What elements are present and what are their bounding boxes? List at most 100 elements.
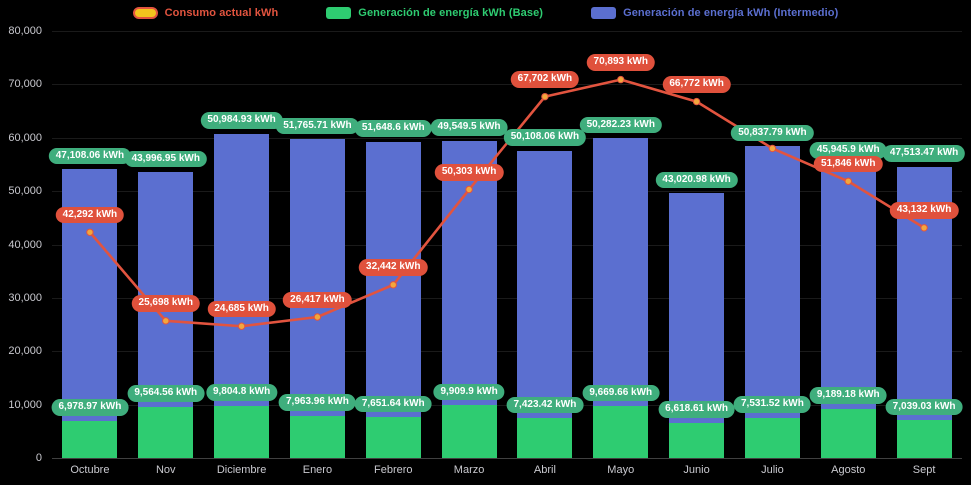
bar-intermedio-value-label: 45,945.9 kWh [809,142,887,159]
gridline [52,351,962,353]
consumption-point [541,92,549,101]
bar-base-value-label: 9,669.66 kWh [582,384,660,402]
gridline [52,31,962,32]
legend-label-generacion-intermedio: Generación de energía kWh (Intermedio) [623,7,839,19]
x-axis-tick: Nov [155,464,176,476]
bar-segment-intermedio [517,150,573,419]
plot-area: 47,108.06 kWh 6,978.97 kWh 43,996.95 kWh 9,… [48,31,966,459]
bar-base-value-label: 7,963.96 kWh [279,394,356,411]
chart-legend: Consumo actual kWh Generación de energía… [0,7,971,19]
bar-intermedio-value-label: 49,549.5 kWh [430,119,508,136]
generacion-base-swatch-icon [326,7,352,19]
y-axis: 80,000 70,000 60,000 50,000 40,000 30,000 20,0… [0,25,46,464]
bar-segment-base [669,422,725,458]
legend-item-generacion-base[interactable]: Generación de energía kWh (Base) [326,7,543,19]
consumption-point [237,322,246,330]
x-axis-tick: Julio [761,464,784,476]
bar-segment-intermedio [820,163,876,409]
bar-intermedio-value-label: 43,020.98 kWh [655,171,738,189]
bar-intermedio-value-label: 51,765.71 kWh [276,117,359,135]
bar-segment-intermedio [441,140,497,406]
y-axis-tick: 10,000 [8,398,42,411]
gridline [52,84,962,86]
x-axis-tick: Octubre [70,464,110,476]
bar-segment-intermedio [365,141,421,418]
bar-segment-base [214,405,270,458]
bar-base-value-label: 6,618.61 kWh [658,401,735,418]
legend-label-consumo-actual: Consumo actual kWh [164,7,279,19]
bar-segment-base [138,406,194,458]
consumption-value-label: 67,702 kWh [510,71,580,88]
gridline [52,297,962,299]
y-axis-tick: 20,000 [8,345,42,358]
x-axis-tick: Abril [533,464,556,476]
y-axis-tick: 80,000 [8,25,42,37]
x-axis-tick: Mayo [607,464,635,476]
x-axis-tick: Marzo [453,464,485,476]
consumption-point [162,317,170,325]
bar-segment-intermedio [289,139,345,416]
bar-base-value-label: 7,423.42 kWh [506,396,584,414]
bar-intermedio-value-label: 50,984.93 kWh [200,112,283,129]
gridline [52,458,962,459]
consumption-point [617,75,625,84]
consumption-value-label: 51,846 kWh [814,155,883,173]
y-axis-tick: 30,000 [8,291,42,304]
gridline [52,244,962,246]
x-axis-tick: Enero [302,464,333,476]
consumption-value-label: 24,685 kWh [207,300,276,318]
legend-item-generacion-intermedio[interactable]: Generación de energía kWh (Intermedio) [591,7,838,19]
x-axis-tick: Junio [683,464,710,476]
x-axis-tick: Febrero [373,464,413,476]
bar-segment-base [365,417,421,458]
legend-item-consumo-actual[interactable]: Consumo actual kWh [132,7,279,19]
consumption-point [692,97,701,106]
bar-segment-base [289,415,345,458]
consumption-point [86,228,94,236]
bar-segment-base [896,420,952,458]
y-axis-tick: 40,000 [8,238,42,251]
bar-segment-intermedio [669,193,725,423]
bar-segment-base [441,405,497,458]
generacion-intermedio-swatch-icon [591,7,617,19]
x-axis-tick: Sept [912,464,936,476]
bar-segment-base [593,406,649,458]
bar-segment-base [744,417,800,458]
y-axis-tick: 60,000 [8,131,42,144]
consumption-point [389,281,397,289]
bar-base-value-label: 9,564.56 kWh [127,385,205,402]
bar-base-value-label: 9,189.18 kWh [809,387,887,404]
x-axis-tick: Agosto [831,464,866,476]
bar-intermedio-value-label: 50,108.06 kWh [503,129,587,146]
bar-segment-intermedio [138,172,194,407]
bar-segment-base [820,408,876,458]
gridline [52,191,962,193]
bar-base-value-label: 9,909.9 kWh [433,383,505,401]
consumption-point [844,177,852,185]
bar-intermedio-value-label: 50,837.79 kWh [731,124,814,142]
bar-segment-intermedio [744,146,800,418]
bar-segment-intermedio [214,133,270,406]
consumption-value-label: 25,698 kWh [131,295,200,312]
bar-base-value-label: 6,978.97 kWh [51,399,129,416]
consumption-value-label: 66,772 kWh [662,76,731,93]
y-axis-tick: 50,000 [8,185,42,198]
consumption-value-label: 32,442 kWh [359,259,428,276]
bar-intermedio-value-label: 50,282.23 kWh [579,116,662,134]
consumption-point [768,144,777,153]
consumo-actual-swatch-icon [132,7,158,19]
bar-intermedio-value-label: 47,513.47 kWh [882,145,966,162]
y-axis-tick: 70,000 [8,78,42,91]
consumption-value-label: 50,303 kWh [434,164,504,181]
bar-intermedio-value-label: 47,108.06 kWh [48,147,132,165]
consumption-value-label: 26,417 kWh [283,291,352,308]
x-axis: Octubre Nov Diciembre Enero Febrero Marzo Abri… [52,464,962,482]
consumption-point [920,224,928,232]
consumption-value-label: 43,132 kWh [889,202,959,219]
consumption-point [465,185,473,194]
bar-base-value-label: 7,531.52 kWh [734,396,811,413]
y-axis-tick: 0 [35,452,42,464]
consumption-value-label: 70,893 kWh [586,54,655,71]
legend-label-generacion-base: Generación de energía kWh (Base) [358,7,544,19]
